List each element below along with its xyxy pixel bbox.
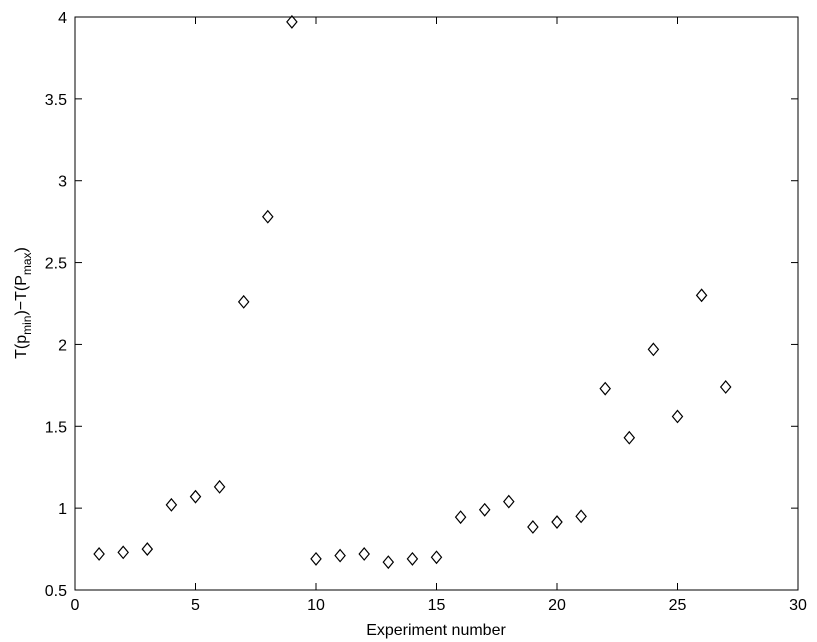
marker	[141, 542, 154, 557]
x-tick-label: 20	[548, 597, 566, 614]
marker	[647, 342, 660, 357]
y-label-part: )−T(P	[13, 275, 30, 315]
marker	[719, 380, 732, 394]
marker	[430, 550, 443, 565]
marker	[237, 294, 250, 309]
y-tick-label: 2.5	[45, 256, 67, 273]
marker	[695, 288, 708, 303]
marker	[286, 14, 298, 29]
x-tick-label: 10	[307, 597, 325, 614]
marker	[165, 497, 178, 512]
y-tick-label: 2	[58, 337, 67, 354]
x-axis-label: Experiment number	[366, 622, 506, 639]
marker	[478, 502, 491, 517]
y-label-part: )	[13, 247, 30, 252]
x-tick-label: 5	[191, 597, 200, 614]
y-label-sub: min	[20, 316, 34, 335]
marker	[623, 430, 636, 445]
marker	[503, 494, 515, 509]
y-tick-label: 3	[58, 174, 67, 191]
y-tick-label: 1.5	[45, 419, 67, 436]
x-tick-label: 0	[71, 597, 80, 614]
x-tick-label: 15	[428, 597, 446, 614]
y-tick-label: 1	[58, 501, 67, 518]
y-label-sub: max	[20, 252, 34, 275]
marker	[575, 509, 587, 524]
x-tick-label: 25	[669, 597, 687, 614]
y-tick-label: 0.5	[45, 583, 67, 600]
marker	[334, 548, 346, 563]
marker	[551, 515, 563, 529]
marker	[189, 489, 202, 504]
y-tick-label: 3.5	[45, 92, 67, 109]
marker	[406, 551, 419, 566]
marker	[382, 555, 395, 570]
marker	[527, 520, 539, 534]
marker	[358, 547, 370, 561]
marker	[310, 551, 322, 566]
marker	[671, 409, 684, 424]
marker	[599, 381, 611, 396]
x-tick-label: 30	[789, 597, 807, 614]
marker	[454, 510, 467, 525]
marker	[93, 547, 105, 561]
marker	[213, 479, 226, 494]
y-tick-label: 4	[58, 10, 67, 27]
y-axis-label: T(pmin)−T(Pmax)	[13, 247, 34, 359]
y-label-part: T(p	[13, 335, 30, 359]
marker	[262, 209, 274, 224]
marker	[117, 545, 129, 560]
